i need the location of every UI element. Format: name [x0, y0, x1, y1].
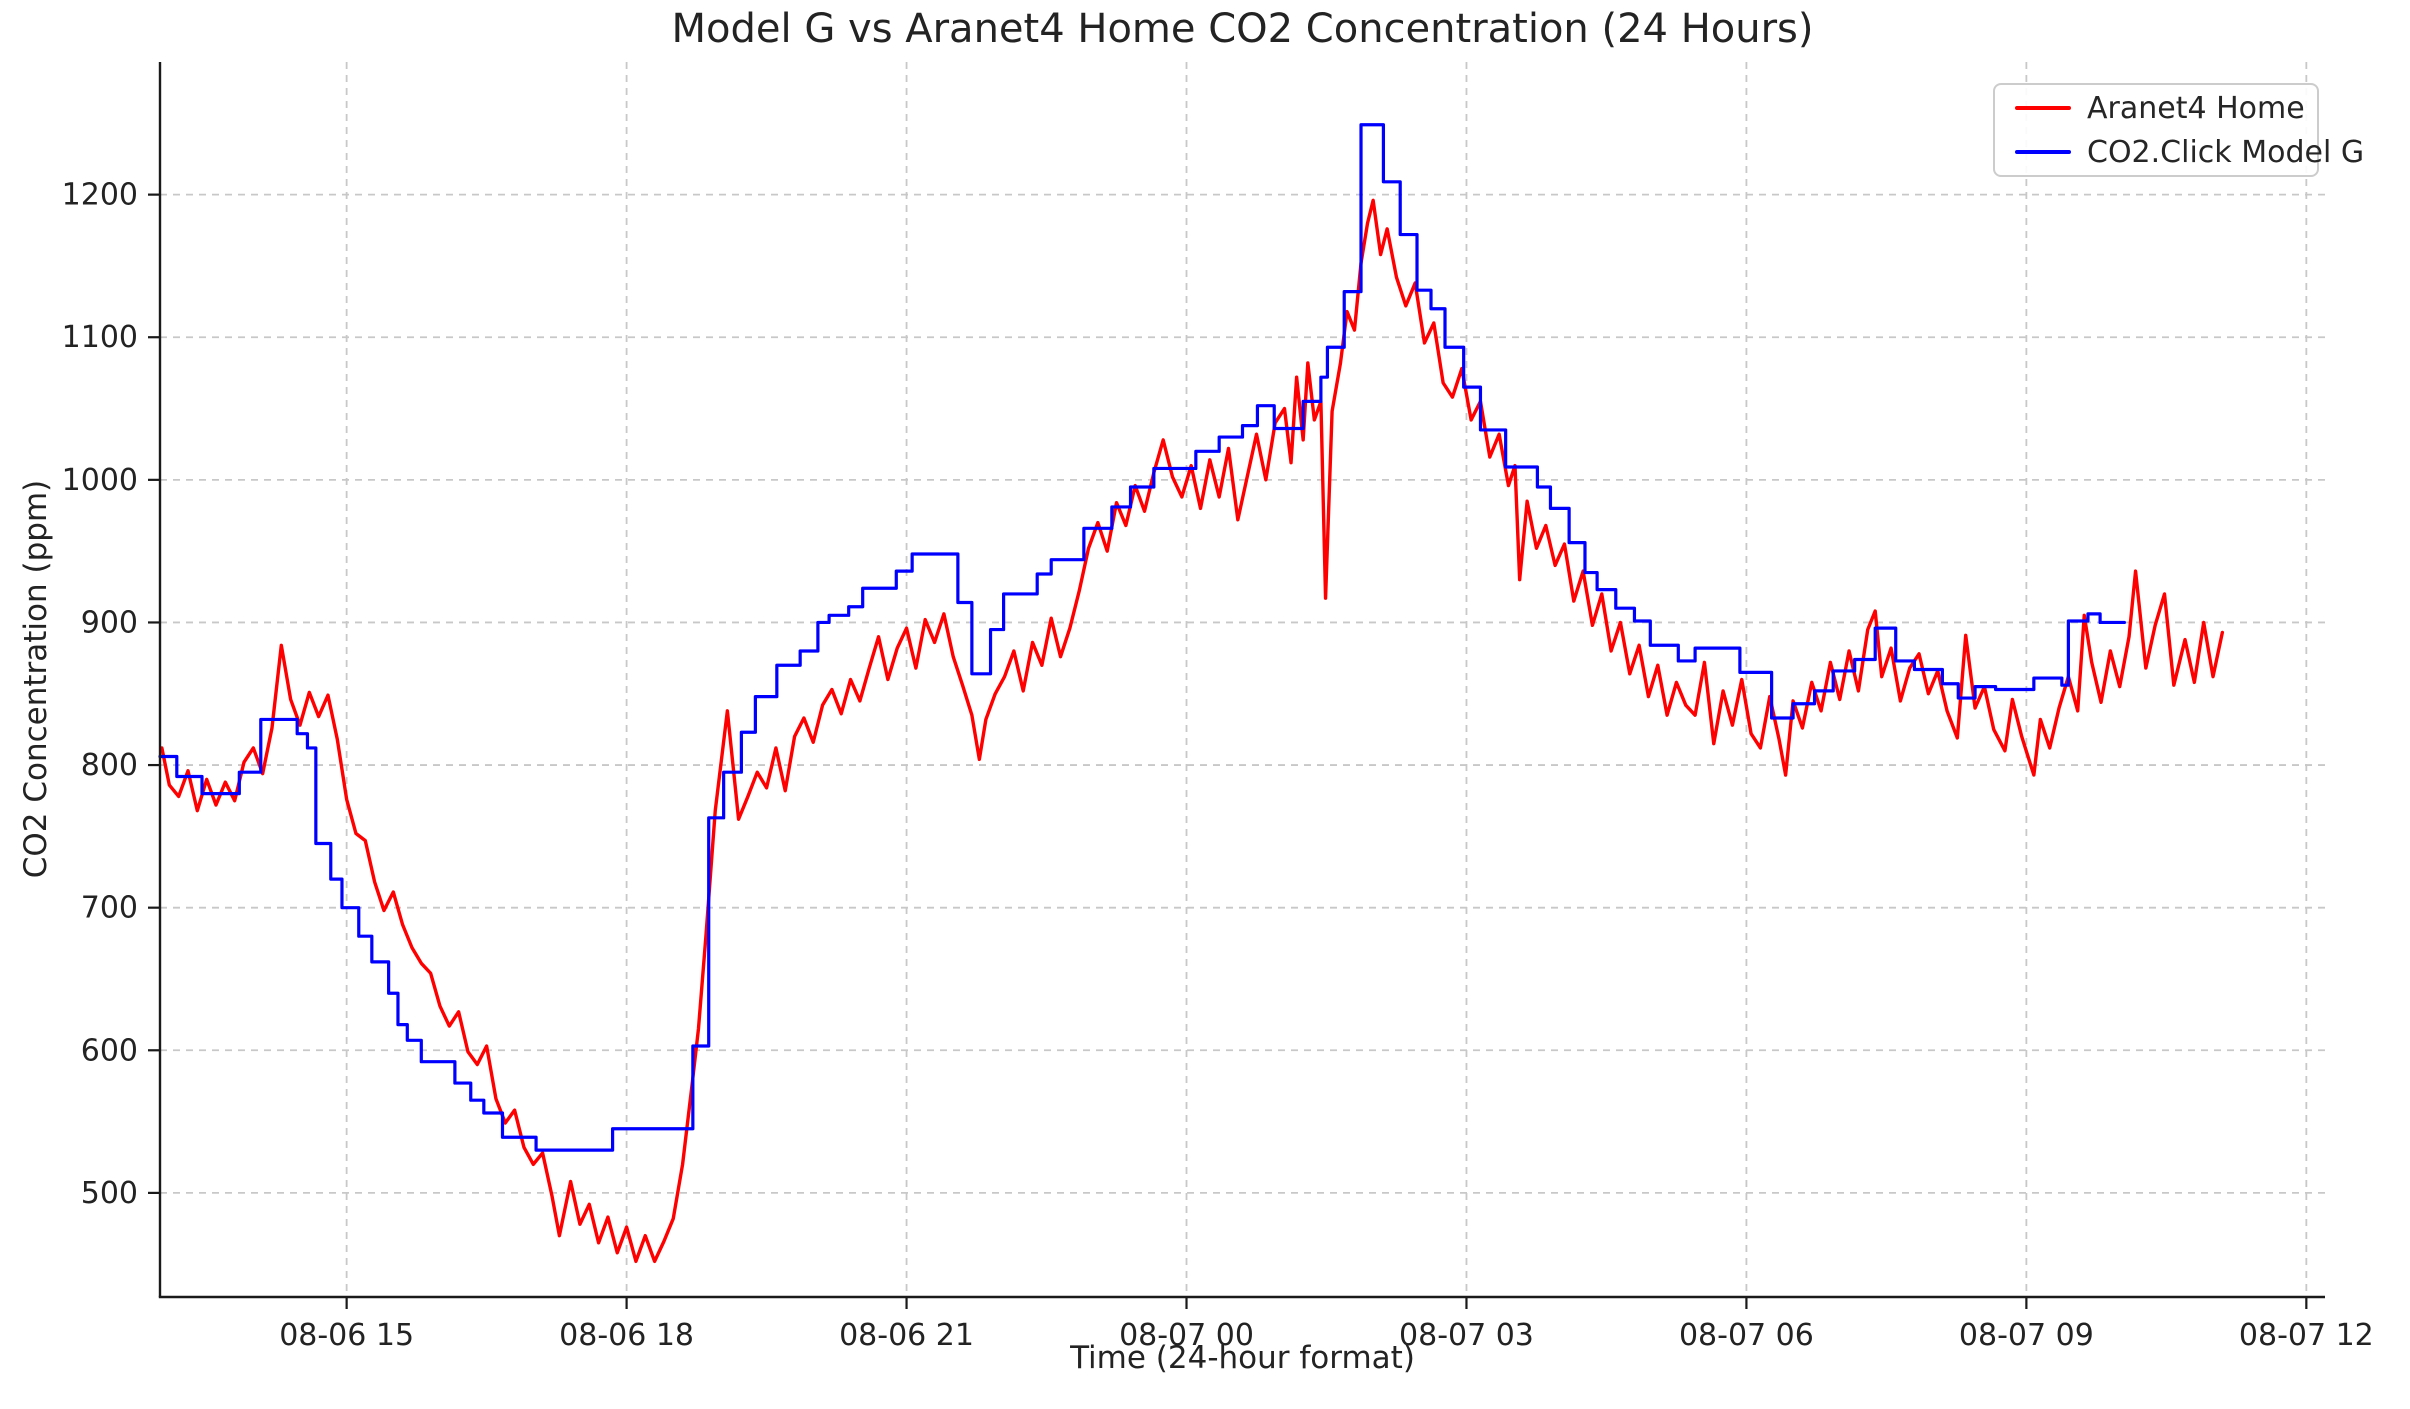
series-line-co2-click-model-g — [158, 123, 2126, 1152]
y-tick-label: 500 — [81, 1176, 138, 1211]
x-tick-label: 08-06 15 — [279, 1318, 414, 1353]
series-line-aranet4-home — [160, 198, 2225, 1264]
y-tick-label: 1000 — [62, 463, 138, 498]
y-tick-label: 1100 — [62, 320, 138, 355]
aranet4-line-swatch — [2015, 106, 2071, 110]
x-tick-label: 08-07 06 — [1679, 1318, 1814, 1353]
x-tick-label: 08-07 09 — [1959, 1318, 2094, 1353]
model-g-line-swatch — [2015, 150, 2071, 154]
x-tick-label: 08-06 18 — [559, 1318, 694, 1353]
x-tick-label: 08-07 03 — [1399, 1318, 1534, 1353]
legend-label-aranet4: Aranet4 Home — [2087, 90, 2305, 126]
legend-label-model-g: CO2.Click Model G — [2087, 134, 2365, 170]
x-tick-label: 08-06 21 — [839, 1318, 974, 1353]
y-axis-title: CO2 Concentration (ppm) — [18, 479, 54, 879]
legend-item-aranet4: Aranet4 Home — [1995, 90, 2317, 126]
y-tick-label: 600 — [81, 1033, 138, 1068]
x-tick-label: 08-07 12 — [2239, 1318, 2374, 1353]
x-tick-label: 08-07 00 — [1119, 1318, 1254, 1353]
y-tick-label: 700 — [81, 891, 138, 926]
legend: Aranet4 Home CO2.Click Model G — [1993, 83, 2364, 177]
chart-title: Model G vs Aranet4 Home CO2 Concentratio… — [671, 6, 1814, 52]
y-tick-label: 800 — [81, 748, 138, 783]
y-tick-label: 1200 — [62, 178, 138, 213]
x-axis-title: Time (24-hour format) — [1070, 1340, 1415, 1376]
y-tick-label: 900 — [81, 605, 138, 640]
legend-item-model-g: CO2.Click Model G — [1995, 135, 2364, 170]
